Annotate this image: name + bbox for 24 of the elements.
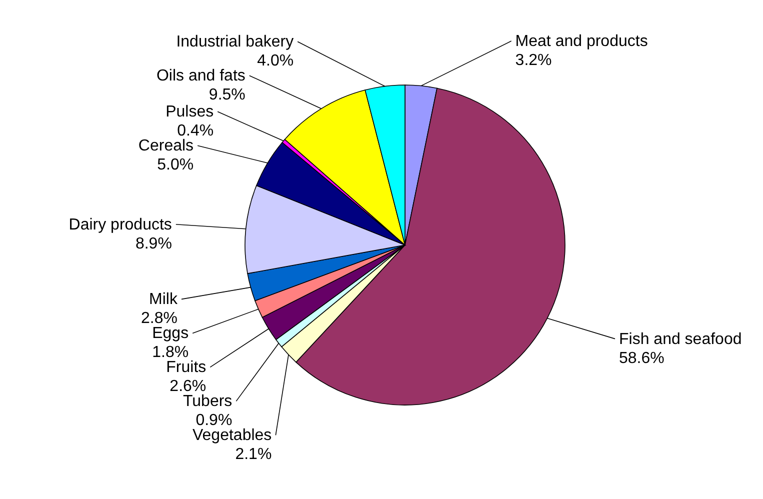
data-label: 58.6% (618, 350, 664, 367)
data-label: 2.8% (141, 310, 178, 328)
data-label: 8.9% (135, 235, 172, 252)
data-label: 2.1% (235, 446, 272, 464)
slice-label: Industrial bakery (176, 34, 294, 51)
data-label: 2.6% (170, 378, 206, 396)
slice-label: Tubers (182, 393, 232, 410)
data-label: 0.9% (196, 412, 232, 430)
data-label: 5.0% (157, 156, 194, 174)
slice-label: Oils and fats (156, 68, 246, 85)
data-label: 9.5% (208, 86, 246, 104)
slice-label: Meat and products (515, 33, 648, 50)
slice-label: Vegetables (192, 427, 272, 444)
slice-label: Pulses (166, 104, 214, 121)
slice-label: Fruits (166, 359, 206, 376)
data-label: 1.8% (152, 344, 189, 362)
slice-label: Cereals (138, 138, 194, 155)
data-label: 0.4% (177, 122, 214, 140)
slice-label: Fish and seafood (618, 330, 742, 348)
slice-label: Milk (149, 291, 178, 308)
data-label: 4.0% (257, 52, 294, 70)
slice-label: Eggs (152, 325, 189, 342)
data-label: 3.2% (515, 52, 552, 70)
slice-label: Dairy products (68, 216, 172, 234)
